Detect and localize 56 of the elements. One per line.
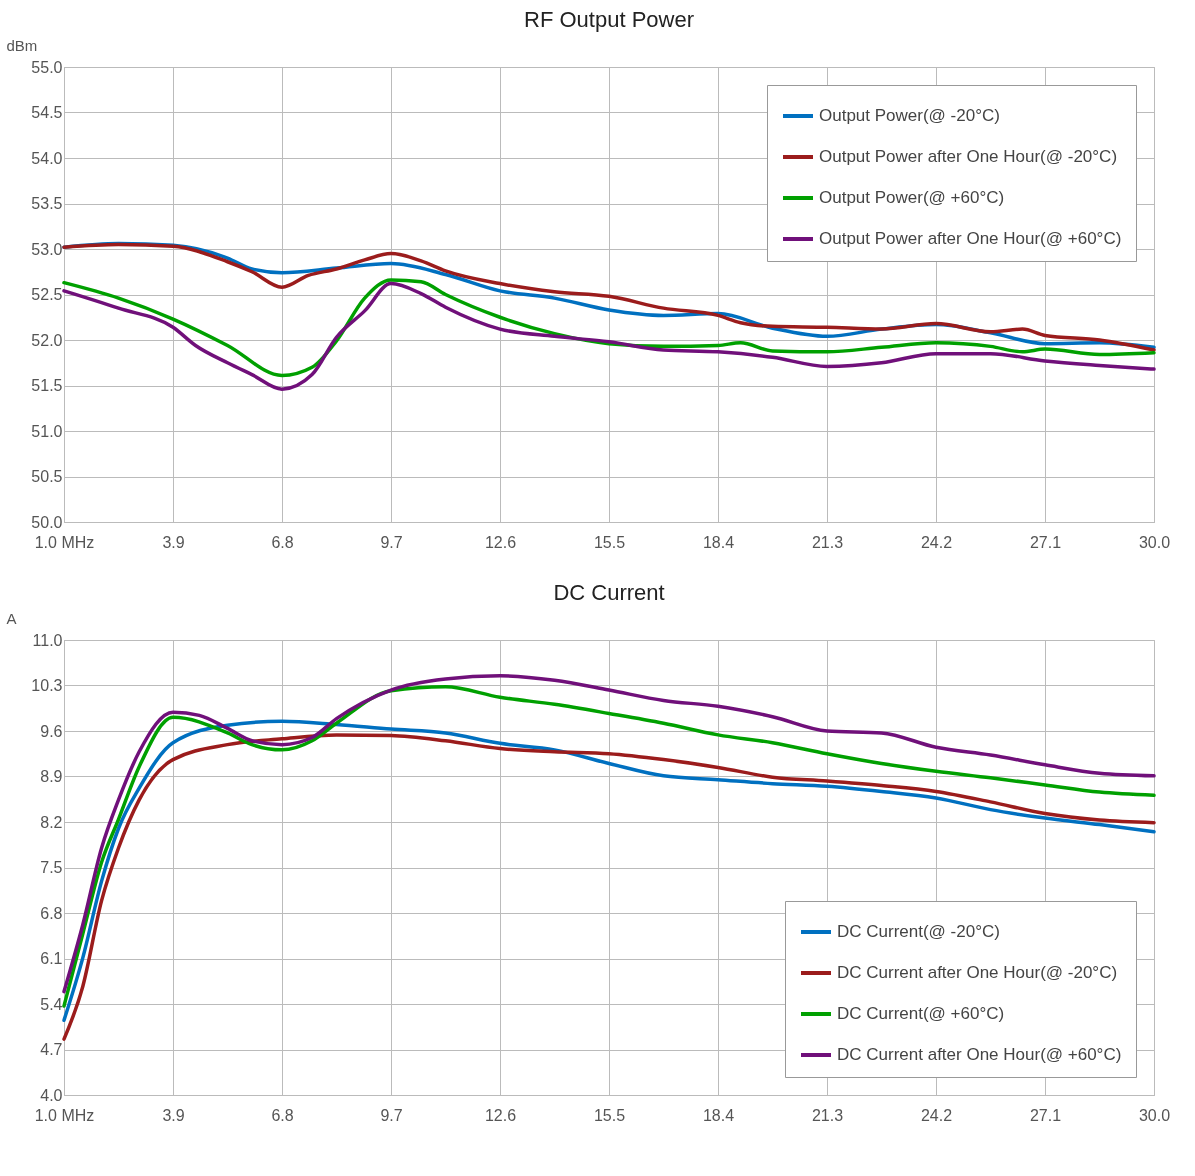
y-axis-title: dBm [6, 36, 38, 54]
legend-label: Output Power(@ -20°C) [819, 106, 1000, 125]
x-tick-label: 21.3 [811, 533, 844, 551]
legend-label: DC Current after One Hour(@ -20°C) [837, 963, 1118, 982]
legend-label: Output Power(@ +60°C) [819, 188, 1005, 207]
x-tick-label: 9.7 [380, 533, 403, 551]
y-tick-label: 50.0 [31, 513, 63, 531]
x-tick-label: 15.5 [593, 1106, 626, 1124]
x-tick-label: 3.9 [162, 1106, 185, 1124]
y-tick-label: 5.4 [40, 995, 63, 1013]
y-tick-label: 7.5 [40, 859, 63, 876]
y-tick-label: 6.8 [40, 904, 63, 922]
y-tick-label: 53.5 [31, 195, 63, 212]
x-tick-label: 12.6 [484, 1106, 517, 1124]
legend-label: DC Current(@ +60°C) [837, 1004, 1005, 1023]
y-tick-label: 6.1 [40, 950, 63, 967]
x-tick-label: 18.4 [702, 533, 735, 551]
x-tick-label: 24.2 [920, 1106, 953, 1124]
x-tick-label: 21.3 [811, 1106, 844, 1124]
y-tick-label: 53.0 [31, 240, 63, 258]
x-tick-label: 15.5 [593, 533, 626, 551]
y-tick-label: 4.0 [40, 1086, 63, 1104]
x-tick-label: 6.8 [271, 533, 294, 551]
y-tick-label: 54.5 [31, 104, 63, 121]
x-tick-label: 18.4 [702, 1106, 735, 1124]
y-axis-title: A [6, 609, 17, 627]
y-tick-label: 8.2 [40, 813, 63, 831]
y-tick-label: 10.3 [31, 677, 63, 694]
y-tick-label: 51.5 [31, 377, 63, 394]
legend-label: Output Power after One Hour(@ -20°C) [819, 147, 1118, 166]
x-tick-label: 30.0 [1138, 533, 1171, 551]
x-tick-label: 3.9 [162, 533, 185, 551]
x-tick-label: 12.6 [484, 533, 517, 551]
y-tick-label: 54.0 [31, 149, 63, 167]
legend-label: DC Current(@ -20°C) [837, 922, 1000, 941]
x-tick-label: 24.2 [920, 533, 953, 551]
y-tick-label: 50.5 [31, 468, 63, 485]
chart-title: DC Current [553, 580, 665, 605]
y-tick-label: 52.0 [31, 331, 63, 349]
x-tick-label: 9.7 [380, 1106, 403, 1124]
y-tick-label: 51.0 [31, 422, 63, 440]
legend-label: DC Current after One Hour(@ +60°C) [837, 1045, 1122, 1064]
chart-title: RF Output Power [524, 7, 694, 32]
legend-label: Output Power after One Hour(@ +60°C) [819, 229, 1122, 248]
y-tick-label: 4.7 [40, 1041, 63, 1058]
x-tick-label: 1.0 MHz [34, 533, 95, 551]
x-tick-label: 6.8 [271, 1106, 294, 1124]
y-tick-label: 8.9 [40, 768, 63, 785]
x-tick-label: 27.1 [1029, 533, 1062, 551]
x-tick-label: 30.0 [1138, 1106, 1171, 1124]
x-tick-label: 27.1 [1029, 1106, 1062, 1124]
y-tick-label: 55.0 [31, 58, 63, 76]
x-tick-label: 1.0 MHz [34, 1106, 95, 1124]
y-tick-label: 9.6 [40, 722, 63, 740]
y-tick-label: 11.0 [32, 631, 63, 649]
y-tick-label: 52.5 [31, 286, 63, 303]
